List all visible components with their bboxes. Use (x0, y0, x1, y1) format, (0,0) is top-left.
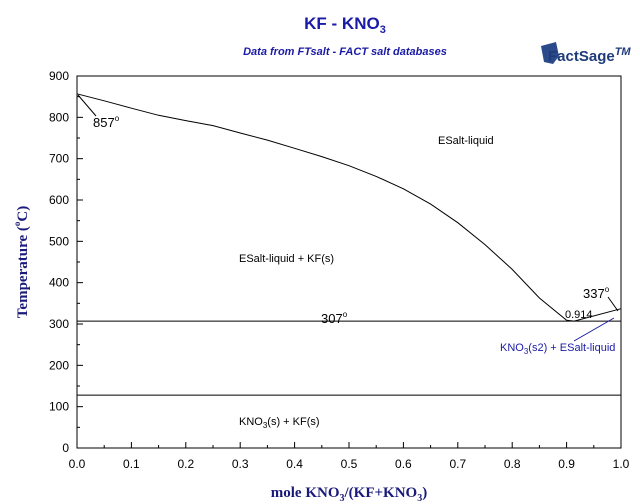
y-tick-label-9: 900 (49, 69, 69, 83)
annotation-857: 857o (93, 114, 120, 130)
x-tick-label-6: 0.6 (395, 457, 412, 471)
y-axis-label: Temperature (oC) (12, 206, 31, 318)
factsage-logo-text: FactSageTM (548, 46, 631, 65)
annotation-307: 307o (321, 310, 348, 326)
phase-boundary-1 (574, 308, 622, 322)
y-tick-label-5: 500 (49, 234, 69, 248)
x-tick-label-3: 0.3 (232, 457, 249, 471)
x-axis-label: mole KNO3/(KF+KNO3) (271, 485, 427, 504)
x-tick-label-2: 0.2 (177, 457, 194, 471)
y-tick-label-8: 800 (49, 110, 69, 124)
factsage-logo: FactSageTM (541, 42, 631, 65)
annotation-0914: 0.914 (565, 309, 593, 321)
x-tick-label-5: 0.5 (341, 457, 358, 471)
plot-frame (76, 75, 622, 449)
region-label-liquid-kf: ESalt-liquid + KF(s) (239, 253, 334, 265)
chart-title: KF - KNO3 (304, 14, 386, 36)
leader-857 (77, 94, 97, 117)
axis-tick-labels: 0.0 0.1 0.2 0.3 0.4 0.5 0.6 0.7 0.8 0.9 1.0 0 100 200… (49, 69, 630, 471)
x-tick-label-7: 0.7 (449, 457, 466, 471)
x-tick-label-0: 0.0 (69, 457, 86, 471)
phase-lines (76, 93, 622, 396)
kno3s2-leader-line (573, 317, 615, 342)
region-label-kno3-kf: KNO3(s) + KF(s) (239, 416, 320, 430)
chart-subtitle: Data from FTsalt - FACT salt databases (243, 46, 447, 58)
region-label-kno3s2-liquid: KNO3(s2) + ESalt-liquid (500, 342, 615, 356)
y-tick-label-0: 0 (62, 441, 69, 455)
x-tick-label-10: 1.0 (613, 457, 630, 471)
y-tick-label-4: 400 (49, 276, 69, 290)
y-tick-label-1: 100 (49, 400, 69, 414)
y-tick-label-2: 200 (49, 358, 69, 372)
factsage-logo-mark (541, 42, 559, 64)
x-tick-label-1: 0.1 (123, 457, 140, 471)
x-tick-label-4: 0.4 (286, 457, 303, 471)
region-label-liquid: ESalt-liquid (438, 135, 494, 147)
leader-337 (607, 296, 619, 312)
y-tick-label-6: 600 (49, 193, 69, 207)
x-tick-label-8: 0.8 (504, 457, 521, 471)
y-tick-label-3: 300 (49, 317, 69, 331)
x-tick-label-9: 0.9 (558, 457, 575, 471)
annotation-337: 337o (583, 285, 610, 301)
axis-ticks (76, 75, 622, 449)
phase-boundary-0 (76, 93, 575, 322)
y-tick-label-7: 700 (49, 152, 69, 166)
